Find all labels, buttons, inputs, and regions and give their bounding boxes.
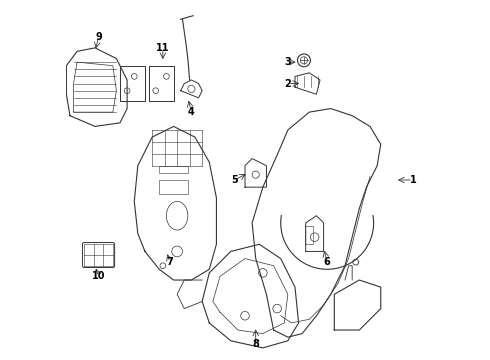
- Text: 2: 2: [285, 78, 291, 89]
- Text: 8: 8: [252, 339, 259, 349]
- Bar: [159, 180, 188, 194]
- Text: 1: 1: [410, 175, 416, 185]
- Bar: [305, 226, 313, 244]
- Text: 7: 7: [167, 257, 173, 267]
- Text: 11: 11: [156, 43, 170, 53]
- Text: 9: 9: [95, 32, 102, 42]
- Text: 6: 6: [324, 257, 331, 267]
- Text: 3: 3: [285, 57, 291, 67]
- Text: 4: 4: [188, 107, 195, 117]
- Text: 5: 5: [231, 175, 238, 185]
- Text: 10: 10: [92, 271, 105, 282]
- Bar: [159, 166, 188, 173]
